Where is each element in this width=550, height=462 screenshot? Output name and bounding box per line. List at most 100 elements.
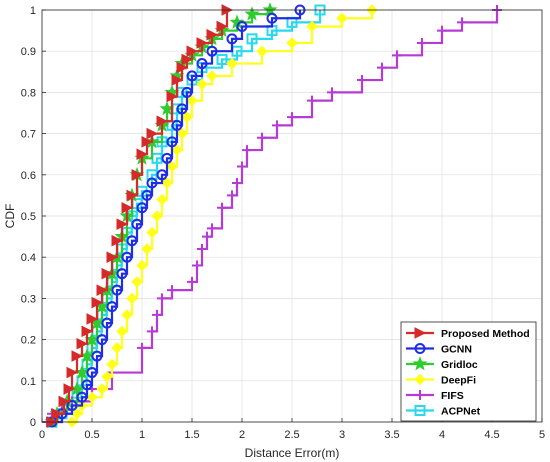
legend-label: GCNN: [441, 344, 472, 356]
legend-marker: [412, 356, 428, 371]
data-point-gridloc: [262, 2, 278, 17]
y-tick-label: 0.7: [21, 129, 36, 141]
data-point-fifs: [272, 120, 282, 131]
legend-marker: [414, 373, 426, 386]
data-point-acpnet: [216, 53, 228, 65]
data-point-fifs: [147, 326, 157, 337]
data-point-gcnn: [171, 119, 183, 131]
data-point-proposed-method: [81, 325, 94, 338]
data-point-deepfi: [131, 276, 143, 288]
data-point-fifs: [192, 260, 202, 271]
data-point-gcnn: [91, 350, 103, 362]
data-point-proposed-method: [63, 383, 76, 395]
data-point-proposed-method: [51, 407, 64, 420]
data-point-gcnn: [156, 169, 168, 181]
y-tick-label: 0.2: [21, 335, 36, 347]
data-point-deepfi: [96, 383, 108, 395]
data-point-fifs: [237, 161, 247, 172]
data-point-fifs: [232, 178, 242, 189]
data-point-deepfi: [146, 226, 158, 239]
data-point-proposed-method: [76, 337, 89, 350]
data-point-fifs: [217, 202, 227, 213]
data-point-proposed-method: [196, 37, 209, 49]
legend: Proposed Method GCNN Gridloc DeepFi FIFS ACPN…: [400, 321, 537, 422]
x-axis-ticks: 0 0.5 1 1.5 2 2.5 3 3.5 4 4.5 5: [39, 418, 545, 441]
data-point-deepfi: [166, 160, 178, 173]
series-gcnn: [46, 4, 306, 428]
x-tick-label: 1: [139, 429, 145, 441]
data-point-fifs: [257, 132, 267, 143]
data-point-proposed-method: [206, 28, 219, 41]
data-point-deepfi: [71, 408, 83, 420]
data-point-fifs: [187, 276, 197, 287]
data-point-proposed-method: [101, 267, 114, 280]
data-point-deepfi: [226, 57, 238, 70]
data-point-deepfi: [141, 243, 153, 255]
data-point-deepfi: [256, 45, 268, 57]
data-point-proposed-method: [146, 127, 159, 140]
data-point-proposed-method: [71, 350, 84, 362]
data-point-deepfi: [126, 292, 138, 305]
y-tick-label: 0.8: [21, 87, 36, 99]
legend-marker: [415, 390, 425, 400]
data-point-gcnn: [196, 58, 208, 70]
y-tick-label: 0.5: [21, 211, 36, 223]
data-point-fifs: [392, 50, 402, 61]
legend-item-fifs: FIFS: [406, 390, 464, 402]
x-tick-label: 3: [339, 429, 345, 441]
data-point-proposed-method: [141, 136, 154, 148]
data-point-proposed-method: [176, 61, 189, 74]
data-point-proposed-method: [181, 53, 194, 66]
series-line-gcnn: [52, 10, 302, 424]
x-tick-label: 4.5: [484, 429, 499, 441]
y-tick-label: 0.1: [21, 376, 36, 388]
x-tick-label: 2.5: [284, 429, 299, 441]
y-tick-label: 0.6: [21, 170, 36, 182]
data-point-fifs: [437, 25, 447, 36]
legend-item-gridloc: Gridloc: [406, 356, 478, 371]
data-point-gcnn: [226, 33, 238, 45]
data-point-fifs: [457, 17, 467, 28]
data-point-gcnn: [146, 177, 158, 189]
data-point-gcnn: [166, 136, 178, 148]
data-point-gcnn: [206, 45, 218, 57]
data-point-fifs: [377, 62, 387, 73]
data-point-gcnn: [141, 189, 153, 201]
data-point-gcnn: [111, 284, 123, 296]
data-point-proposed-method: [96, 284, 109, 296]
data-point-proposed-method: [156, 115, 169, 128]
data-point-proposed-method: [166, 90, 179, 103]
data-point-proposed-method: [106, 251, 119, 264]
data-point-gridloc: [244, 6, 260, 21]
data-point-proposed-method: [111, 234, 124, 247]
x-axis-label: Distance Error(m): [245, 446, 340, 460]
data-point-deepfi: [181, 111, 193, 123]
data-point-fifs: [327, 87, 337, 98]
data-point-gcnn: [96, 334, 108, 346]
legend-item-acpnet: ACPNet: [406, 405, 481, 418]
data-point-gcnn: [106, 301, 118, 313]
legend-label: Proposed Method: [441, 328, 530, 340]
data-point-deepfi: [161, 177, 173, 189]
data-point-deepfi: [136, 259, 148, 272]
data-point-gcnn: [266, 12, 278, 24]
x-tick-label: 2: [239, 429, 245, 441]
y-tick-label: 0.3: [21, 293, 36, 305]
data-point-gcnn: [76, 391, 88, 403]
data-point-proposed-method: [121, 201, 134, 214]
data-point-proposed-method: [216, 20, 229, 33]
legend-marker: [414, 343, 426, 354]
data-point-fifs: [357, 75, 367, 86]
data-point-proposed-method: [91, 296, 104, 309]
data-point-proposed-method: [58, 395, 71, 408]
x-tick-label: 3.5: [384, 429, 399, 441]
legend-marker: [414, 327, 427, 339]
x-tick-label: 5: [539, 429, 545, 441]
data-point-deepfi: [111, 342, 123, 354]
data-point-gcnn: [116, 268, 128, 280]
data-point-fifs: [157, 293, 167, 304]
data-point-fifs: [307, 95, 317, 106]
data-point-fifs: [417, 37, 427, 48]
legend-item-gcnn: GCNN: [406, 343, 472, 356]
x-tick-label: 0: [39, 429, 45, 441]
